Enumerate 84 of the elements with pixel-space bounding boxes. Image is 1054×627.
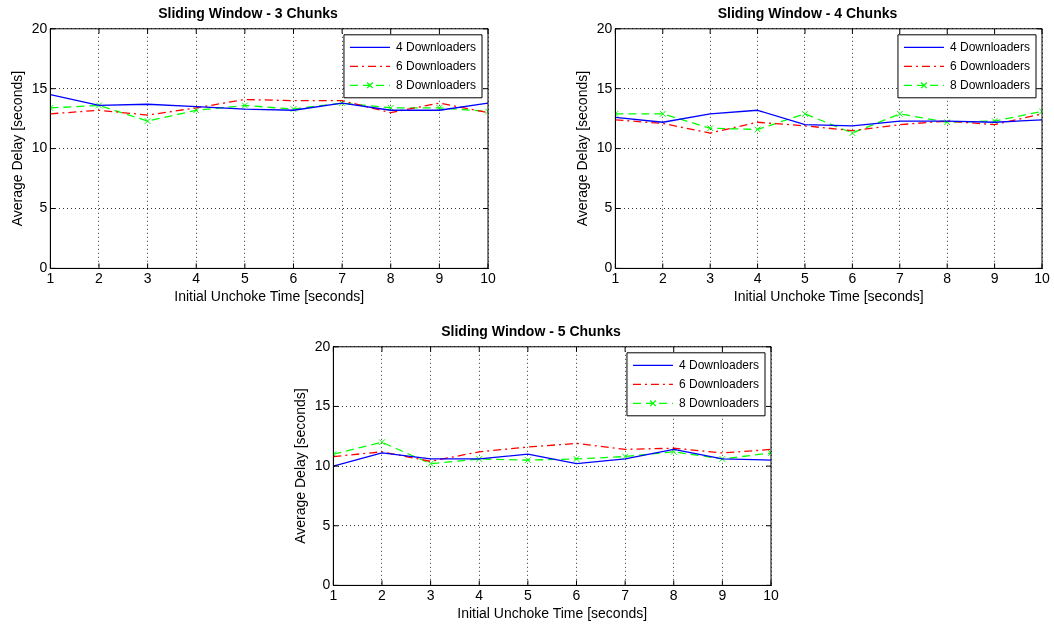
x-tick-label: 1 [46,269,55,286]
x-tick-label: 2 [378,586,387,603]
y-axis-title: Average Delay [seconds] [574,70,591,227]
point [475,455,483,463]
y-tick-label: 20 [314,337,331,354]
x-tick-label: 7 [621,586,630,603]
y-tick-label: 20 [596,19,613,36]
legend-label: 8 Downloaders [678,395,759,410]
legend-label: 4 Downloaders [949,39,1030,54]
point [573,455,580,463]
x-axis-title: Initial Unchoke Time [seconds] [457,605,648,622]
y-tick-label: 5 [39,199,48,216]
x-tick-label: 7 [338,269,347,286]
point [719,455,726,463]
chart-title: Sliding Window - 4 Chunks [717,5,898,22]
point [896,110,904,118]
y-tick-label: 0 [604,259,613,276]
point [241,102,249,109]
y-tick-label: 10 [596,139,613,156]
line-series [50,98,488,116]
chart-title: Sliding Window - 5 Chunks [441,323,621,340]
y-tick-label: 15 [596,79,613,96]
x-tick-label: 10 [480,269,496,286]
point [427,460,434,468]
x-tick-label: 1 [611,269,620,286]
y-tick-label: 5 [322,516,331,533]
x-tick-label: 8 [386,269,395,286]
x-tick-label: 10 [1034,269,1050,286]
x-tick-label: 8 [669,586,678,603]
legend-label: 4 Downloaders [395,39,476,54]
x-tick-label: 10 [763,586,779,603]
x-tick-label: 5 [523,586,532,603]
point [754,126,761,133]
legend-label: 8 Downloaders [949,77,1030,92]
legend-label: 6 Downloaders [395,58,476,73]
x-tick-label: 3 [706,269,715,286]
y-tick-label: 10 [31,139,48,156]
point [991,117,998,125]
legend-label: 4 Downloaders [678,357,759,372]
point [387,104,395,112]
point [801,110,809,118]
x-tick-label: 8 [943,269,952,286]
x-tick-label: 5 [801,269,810,286]
point [849,129,856,137]
y-tick-label: 15 [31,79,48,96]
y-tick-label: 15 [314,397,331,414]
y-tick-label: 0 [39,259,48,276]
x-tick-label: 6 [572,586,581,603]
point [378,438,386,446]
x-tick-label: 2 [658,269,667,286]
y-axis-title: Average Delay [seconds] [9,70,26,227]
point [436,104,443,112]
x-tick-label: 4 [192,269,201,286]
x-tick-label: 2 [95,269,104,286]
x-tick-label: 6 [848,269,857,286]
point [524,456,532,464]
y-tick-label: 5 [604,199,613,216]
y-tick-label: 0 [322,576,331,593]
x-axis-title: Initial Unchoke Time [seconds] [733,288,924,305]
point [706,124,714,132]
point [621,453,629,460]
y-tick-label: 20 [31,19,48,36]
x-tick-label: 3 [426,586,435,603]
point [290,105,297,113]
legend-label: 6 Downloaders [949,58,1030,73]
x-tick-label: 7 [895,269,904,286]
x-axis-title: Initial Unchoke Time [seconds] [174,288,365,305]
x-tick-label: 9 [718,586,727,603]
x-tick-label: 9 [435,269,444,286]
x-tick-label: 5 [240,269,249,286]
point [659,110,667,118]
x-tick-label: 4 [475,586,484,603]
legend-label: 8 Downloaders [395,77,476,92]
y-tick-label: 10 [314,456,331,473]
y-axis-title: Average Delay [seconds] [292,388,309,544]
x-tick-label: 1 [329,586,338,603]
chart-title: Sliding Window - 3 Chunks [158,5,338,22]
x-tick-label: 6 [289,269,298,286]
legend-label: 6 Downloaders [678,376,759,391]
x-tick-label: 3 [143,269,152,286]
point [95,102,103,109]
x-tick-label: 4 [753,269,762,286]
point [144,117,151,125]
x-tick-label: 9 [990,269,999,286]
